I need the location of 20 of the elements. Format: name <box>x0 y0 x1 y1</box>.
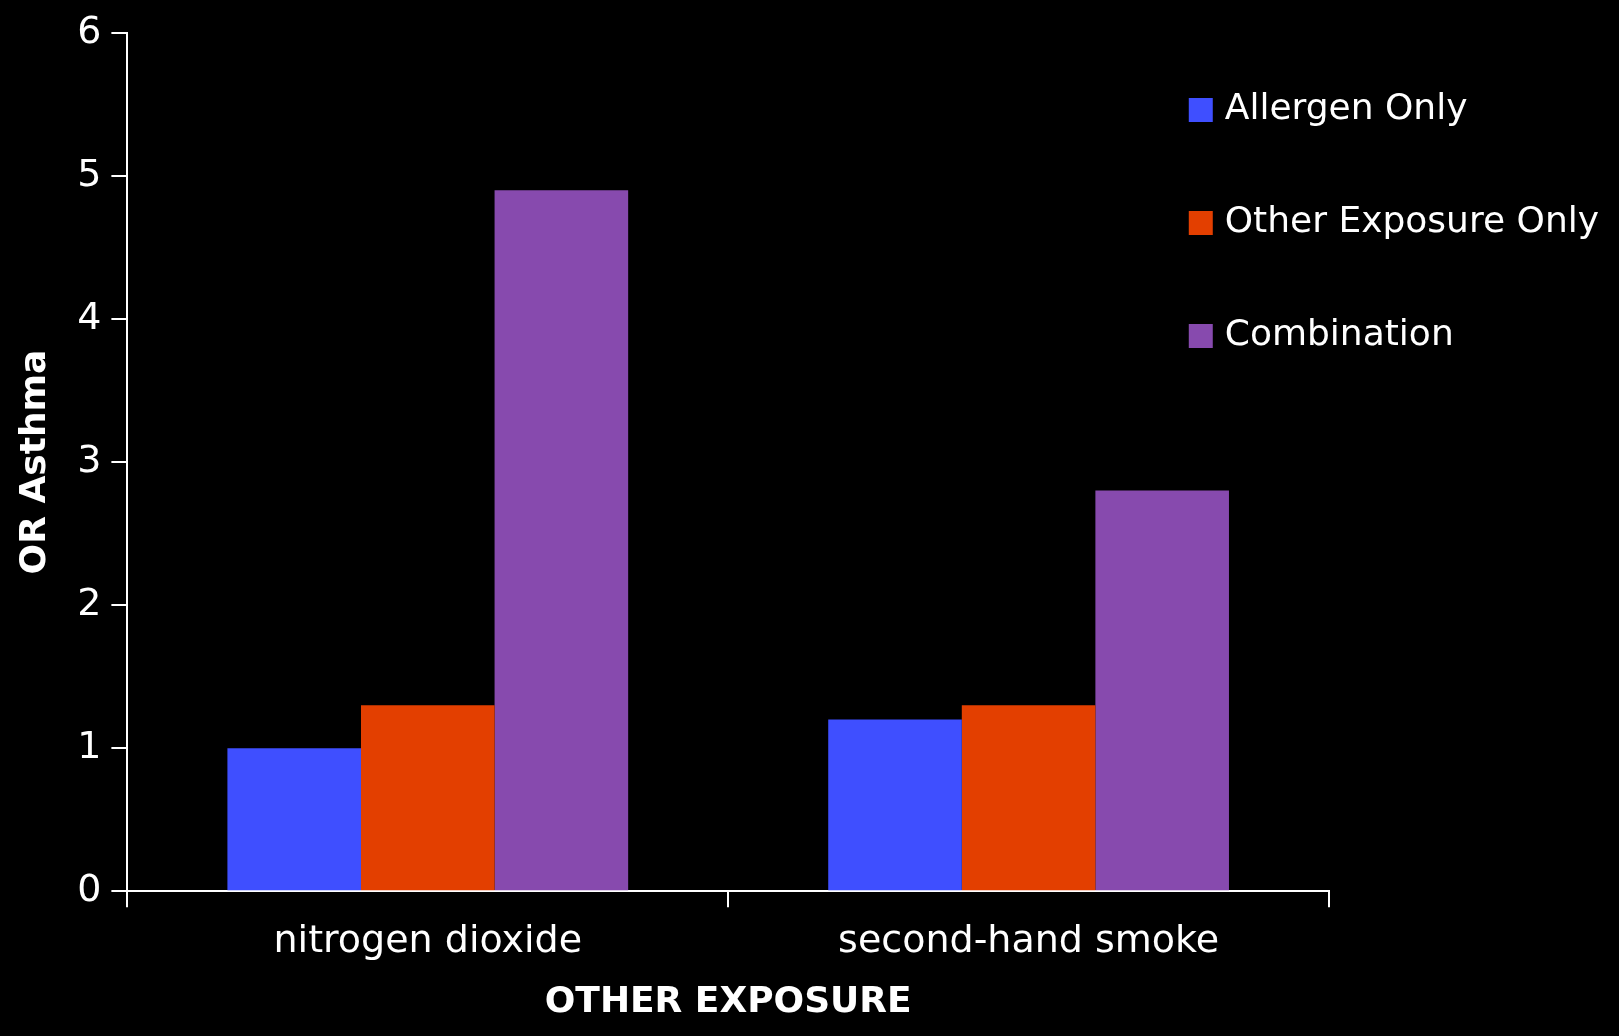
bar <box>1095 490 1229 891</box>
y-tick-label: 4 <box>77 293 102 338</box>
x-axis-title: OTHER EXPOSURE <box>544 978 912 1020</box>
y-tick-label: 1 <box>77 723 102 768</box>
y-tick-label: 0 <box>77 866 102 911</box>
legend-label: Combination <box>1224 312 1454 354</box>
y-tick-label: 6 <box>77 7 102 52</box>
x-tick-label: second-hand smoke <box>838 916 1220 961</box>
y-tick-label: 2 <box>77 579 102 624</box>
bar <box>360 705 495 891</box>
bar <box>227 748 361 891</box>
bar <box>961 705 1096 891</box>
y-tick-label: 3 <box>77 436 102 481</box>
legend-label: Allergen Only <box>1224 86 1468 128</box>
bar <box>828 719 962 891</box>
x-tick-label: nitrogen dioxide <box>273 916 583 961</box>
legend-label: Other Exposure Only <box>1224 199 1600 241</box>
y-axis-title: OR Asthma <box>11 349 53 575</box>
bar <box>494 190 629 891</box>
y-tick-label: 5 <box>77 150 102 195</box>
